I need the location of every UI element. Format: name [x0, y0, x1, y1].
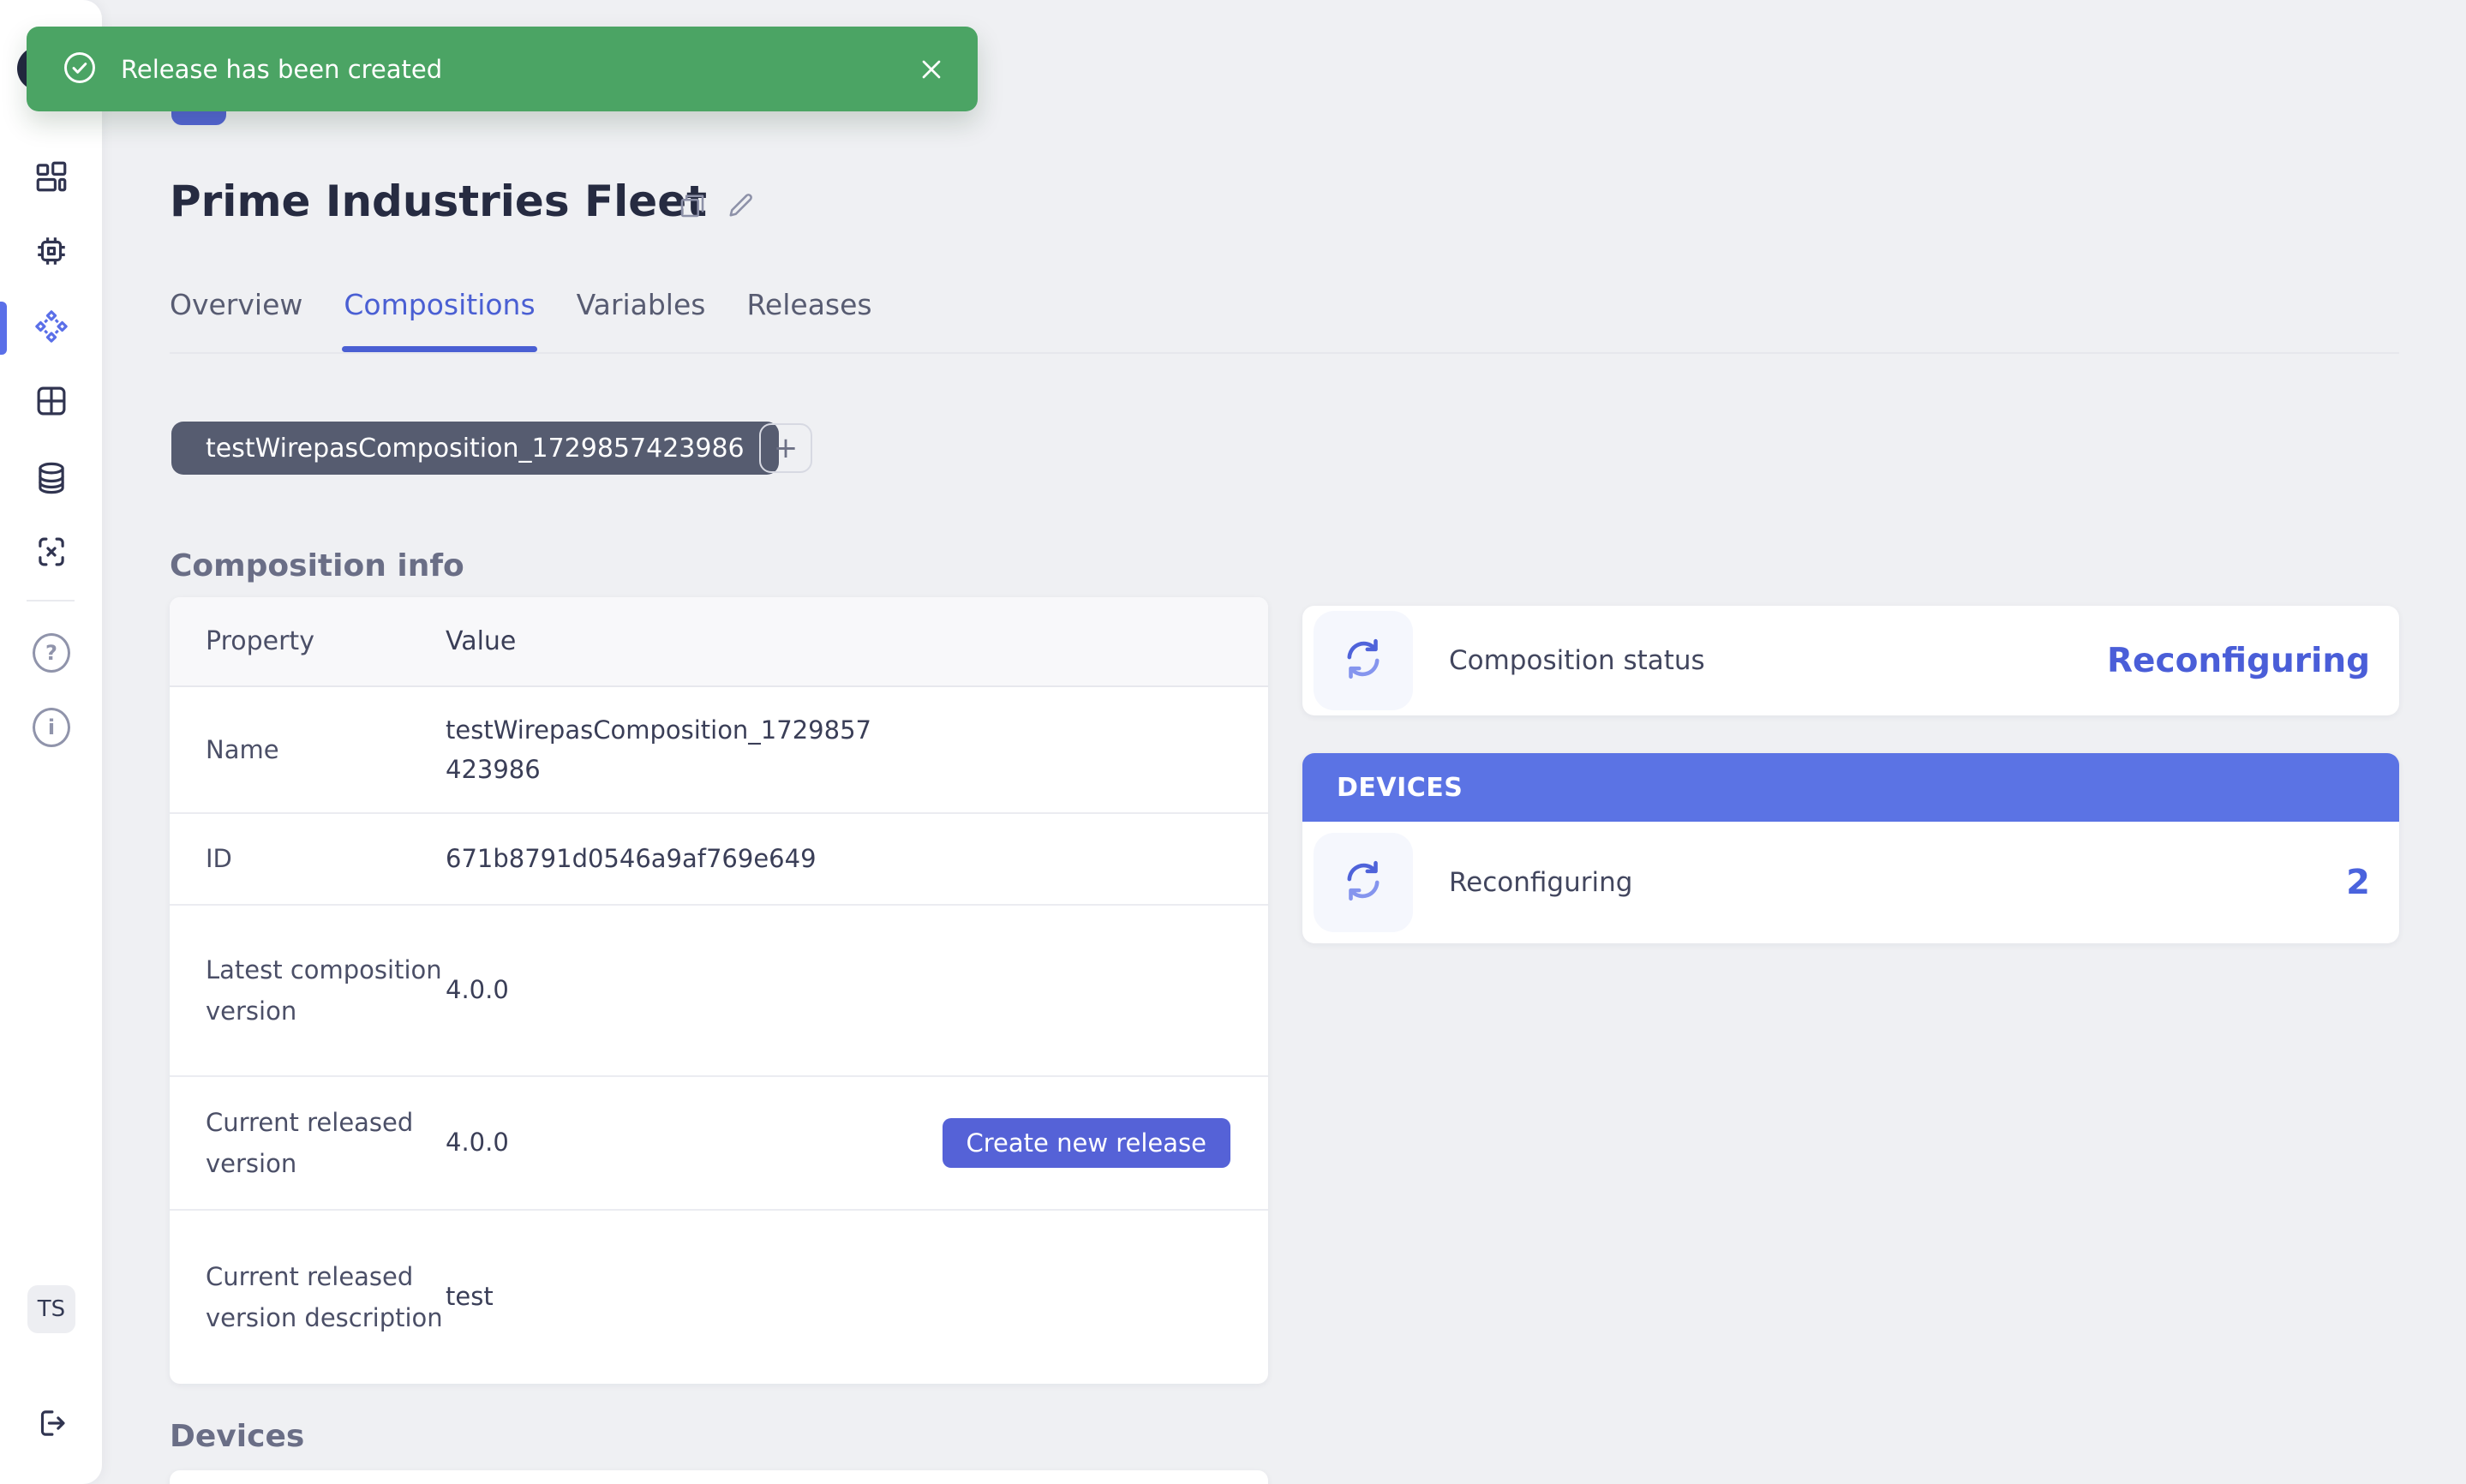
tab-variables[interactable]: Variables	[576, 288, 706, 321]
device-status-label: Reconfiguring	[1449, 867, 1633, 898]
devices-card-header: DEVICES	[1302, 753, 2399, 822]
row-label: Latest composition version	[206, 954, 442, 1026]
add-composition-button[interactable]: +	[759, 423, 812, 473]
compositions-icon	[33, 308, 69, 348]
column-header-property: Property	[206, 625, 314, 656]
sidebar-item-help[interactable]: ?	[33, 633, 70, 673]
sidebar-item-variables[interactable]	[33, 535, 70, 572]
variables-icon	[33, 534, 69, 573]
tabs-divider	[170, 352, 2399, 354]
composition-status-value: Reconfiguring	[2106, 641, 2370, 680]
composition-status-label: Composition status	[1449, 645, 1705, 676]
tab-releases[interactable]: Releases	[746, 288, 872, 321]
chip-icon	[33, 233, 69, 272]
user-avatar[interactable]: TS	[27, 1285, 75, 1333]
row-value: test	[446, 1282, 494, 1312]
check-circle-icon	[61, 49, 99, 90]
create-new-release-button[interactable]: Create new release	[942, 1118, 1230, 1168]
row-label: Current released version	[206, 1107, 414, 1178]
sidebar-item-fleets[interactable]	[33, 384, 70, 422]
table-row: Current released version 4.0.0 Create ne…	[170, 1077, 1268, 1211]
sidebar-item-compositions[interactable]	[33, 309, 70, 347]
row-value: 4.0.0	[446, 975, 509, 1005]
database-icon	[33, 460, 69, 500]
devices-status-row: Reconfiguring 2	[1302, 822, 2399, 943]
row-label: ID	[206, 844, 232, 874]
help-icon: ?	[33, 633, 70, 673]
composition-info-heading: Composition info	[170, 548, 464, 583]
sync-icon-tile	[1314, 833, 1413, 932]
edit-pencil-icon[interactable]	[725, 190, 756, 224]
devices-table-card	[170, 1470, 1268, 1484]
sidebar-item-data[interactable]	[33, 461, 70, 499]
sidebar-item-logout[interactable]	[33, 1406, 70, 1444]
sidebar: ? i TS	[0, 0, 102, 1484]
active-nav-indicator	[0, 302, 7, 355]
table-row: Name testWirepasComposition_172985742398…	[170, 687, 1268, 814]
grid-icon	[33, 383, 69, 422]
tab-compositions[interactable]: Compositions	[342, 288, 537, 369]
table-header-row: Property Value	[170, 597, 1268, 687]
devices-heading: Devices	[170, 1419, 305, 1454]
row-label: Current released version description	[206, 1261, 443, 1332]
toast-message: Release has been created	[121, 54, 443, 84]
tab-overview[interactable]: Overview	[170, 288, 303, 321]
table-row: ID 671b8791d0546a9af769e649	[170, 814, 1268, 906]
row-value: 4.0.0	[446, 1128, 509, 1158]
row-label: Name	[206, 734, 279, 764]
sidebar-item-devices[interactable]	[33, 234, 70, 272]
fleet-tabs: Overview Compositions Variables Releases	[170, 288, 872, 369]
table-row: Current released version description tes…	[170, 1211, 1268, 1384]
copy-icon[interactable]	[677, 190, 708, 224]
logout-icon	[33, 1405, 69, 1445]
row-value: testWirepasComposition_1729857423986	[446, 715, 871, 784]
dashboard-icon	[33, 159, 69, 198]
toast-success: Release has been created	[27, 27, 978, 111]
devices-card: DEVICES Reconfiguring 2	[1302, 753, 2399, 943]
column-header-value: Value	[446, 626, 517, 656]
sync-icon-tile	[1314, 611, 1413, 710]
sidebar-item-info[interactable]: i	[33, 708, 70, 747]
info-icon: i	[33, 708, 70, 747]
sidebar-divider	[27, 600, 75, 601]
toast-close-icon[interactable]	[916, 54, 947, 85]
device-status-count: 2	[2346, 863, 2370, 902]
sync-icon	[1338, 856, 1388, 909]
table-row: Latest composition version 4.0.0	[170, 906, 1268, 1077]
sync-icon	[1338, 634, 1388, 687]
composition-chip[interactable]: testWirepasComposition_1729857423986	[171, 422, 779, 475]
composition-info-table: Property Value Name testWirepasCompositi…	[170, 597, 1268, 1384]
sidebar-item-dashboard[interactable]	[33, 159, 70, 197]
page-title: Prime Industries Fleet	[170, 177, 708, 226]
row-value: 671b8791d0546a9af769e649	[446, 843, 817, 873]
composition-status-card: Composition status Reconfiguring	[1302, 606, 2399, 715]
